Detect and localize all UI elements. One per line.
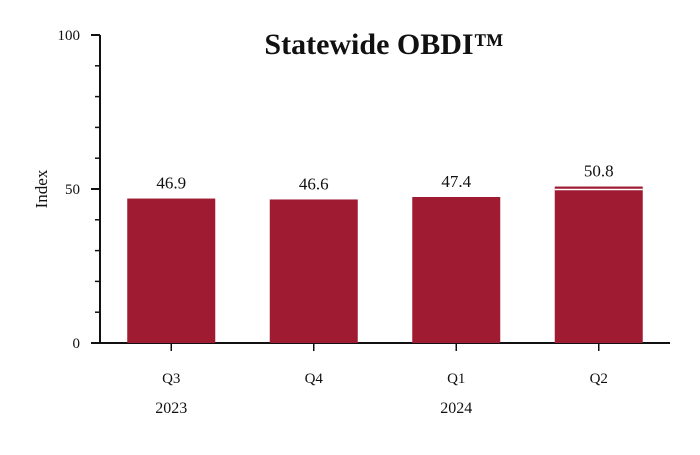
data-label: 46.6 [299,174,329,193]
data-label: 47.4 [441,172,471,191]
year-label: 2023 [155,400,187,417]
bar-q1 [412,197,501,343]
y-axis-title: Index [32,169,51,208]
x-tick-label: Q4 [305,371,324,387]
bar-q2 [554,186,643,343]
chart-title: Statewide OBDI™ [264,28,503,61]
bar-q3 [127,198,216,343]
bars [127,186,643,343]
x-tick-label: Q1 [447,371,465,387]
labels: 46.9 Q3 46.6 Q4 47.4 Q1 50.8 Q2 2023 2024 [155,162,613,417]
y-tick-label: 50 [65,182,80,198]
data-label: 50.8 [584,162,614,181]
y-tick-label: 0 [73,336,81,352]
data-label: 46.9 [156,174,186,193]
year-label: 2024 [440,400,472,417]
x-tick-label: Q2 [590,371,608,387]
bar-q4 [269,199,358,343]
y-tick-label: 100 [58,28,81,44]
x-tick-label: Q3 [162,371,180,387]
